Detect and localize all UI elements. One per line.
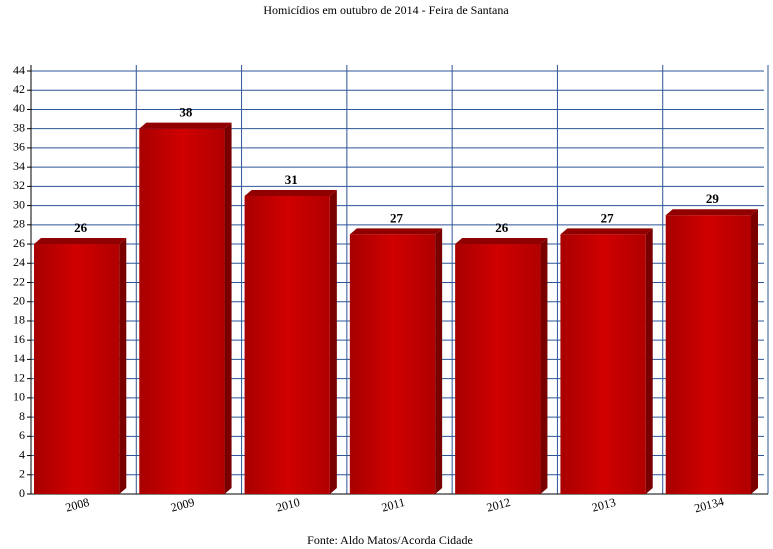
y-tick-label: 12	[13, 370, 25, 384]
x-tick-label: 20134	[693, 494, 726, 515]
y-tick-label: 34	[13, 159, 25, 173]
y-tick-label: 36	[13, 140, 25, 154]
x-tick-label: 2013	[590, 495, 617, 515]
bar	[665, 215, 751, 495]
bar	[244, 195, 330, 494]
y-tick-label: 16	[13, 332, 25, 346]
y-tick-label: 18	[13, 313, 25, 327]
bar-side	[224, 122, 232, 494]
y-tick-label: 44	[13, 63, 25, 77]
data-label: 27	[601, 210, 615, 225]
bar-top	[455, 238, 548, 245]
y-tick-label: 22	[13, 274, 25, 288]
data-label: 38	[179, 105, 193, 120]
x-tick-label: 2012	[485, 495, 512, 515]
x-tick-label: 2009	[169, 495, 196, 515]
chart-title: Homicídios em outubro de 2014 - Feira de…	[263, 3, 509, 17]
data-label: 27	[390, 210, 404, 225]
bar-top	[244, 189, 337, 196]
bar-side	[540, 238, 548, 494]
y-tick-label: 10	[13, 390, 25, 404]
bar	[34, 244, 120, 494]
bar-side	[435, 228, 443, 494]
x-tick-label: 2008	[64, 495, 91, 515]
data-label: 29	[706, 191, 720, 206]
x-tick-label: 2010	[274, 495, 301, 515]
y-tick-label: 38	[13, 120, 25, 134]
y-tick-label: 28	[13, 217, 25, 231]
bar-top	[665, 209, 758, 216]
source-note: Fonte: Aldo Matos/Acorda Cidade	[307, 533, 473, 547]
y-tick-label: 40	[13, 101, 25, 115]
bar	[560, 234, 646, 494]
y-tick-label: 8	[19, 409, 25, 423]
y-tick-label: 0	[19, 486, 25, 500]
y-tick-label: 26	[13, 236, 25, 250]
y-tick-label: 24	[13, 255, 25, 269]
y-tick-label: 2	[19, 467, 25, 481]
bar-side	[329, 189, 337, 494]
data-label: 26	[495, 220, 509, 235]
bar-top	[560, 228, 653, 235]
data-label: 31	[285, 172, 298, 187]
x-tick-label: 2011	[380, 495, 406, 515]
bar-side	[751, 209, 758, 495]
y-tick-label: 32	[13, 178, 25, 192]
bar	[349, 234, 436, 494]
bar-side	[119, 238, 127, 494]
y-tick-label: 30	[13, 197, 25, 211]
y-tick-label: 42	[13, 82, 25, 96]
bar-top	[139, 122, 232, 129]
bar	[455, 244, 541, 494]
bar-side	[645, 228, 653, 494]
y-tick-label: 14	[13, 351, 25, 365]
bar	[139, 128, 225, 494]
y-tick-label: 20	[13, 293, 25, 307]
bar-top	[349, 228, 443, 235]
bar-top	[34, 238, 127, 245]
y-tick-label: 6	[19, 428, 25, 442]
data-label: 26	[74, 220, 88, 235]
y-tick-label: 4	[19, 447, 25, 461]
